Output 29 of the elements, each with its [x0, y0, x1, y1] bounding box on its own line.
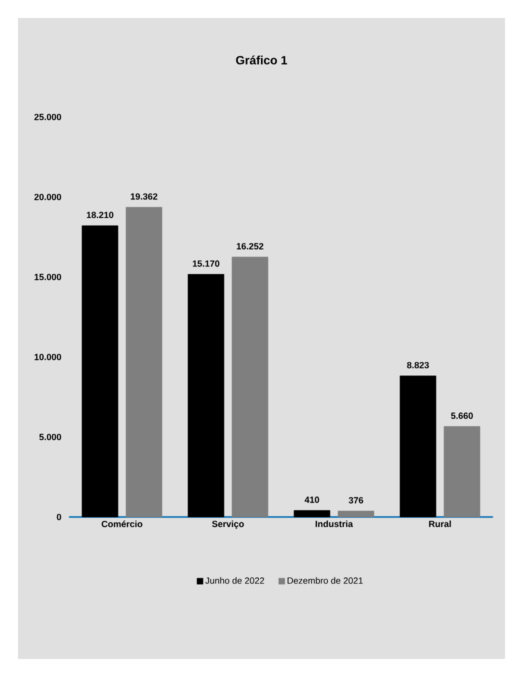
y-tick-label: 0: [56, 514, 62, 520]
bar: [400, 376, 436, 518]
bar: [126, 207, 162, 518]
y-tick-label: 15.000: [34, 274, 62, 280]
x-tick-label: Rural: [429, 520, 451, 528]
legend-label: Junho de 2022: [205, 577, 264, 584]
data-label: 8.823: [407, 362, 429, 368]
legend-label: Dezembro de 2021: [288, 577, 363, 584]
data-label: 15.170: [192, 260, 220, 267]
data-label: 5.660: [451, 412, 473, 419]
x-tick-label: Serviço: [212, 520, 244, 529]
data-label: 376: [348, 497, 364, 504]
data-label: 410: [304, 496, 320, 503]
bar: [444, 426, 480, 518]
y-tick-label: 5.000: [39, 434, 62, 440]
data-label: 19.362: [130, 193, 158, 200]
y-tick-label: 20.000: [34, 194, 62, 200]
bar: [188, 274, 224, 518]
x-tick-label: Comércio: [102, 520, 142, 528]
data-label: 16.252: [236, 243, 264, 250]
bar: [338, 510, 374, 518]
chart-title: Gráfico 1: [236, 56, 288, 64]
x-tick-label: Industria: [316, 520, 353, 528]
y-tick-label: 25.000: [34, 114, 62, 120]
bar: [82, 225, 118, 518]
data-label: 18.210: [86, 212, 114, 218]
bar: [232, 256, 268, 518]
bar: [294, 510, 330, 518]
y-tick-label: 10.000: [34, 354, 62, 360]
